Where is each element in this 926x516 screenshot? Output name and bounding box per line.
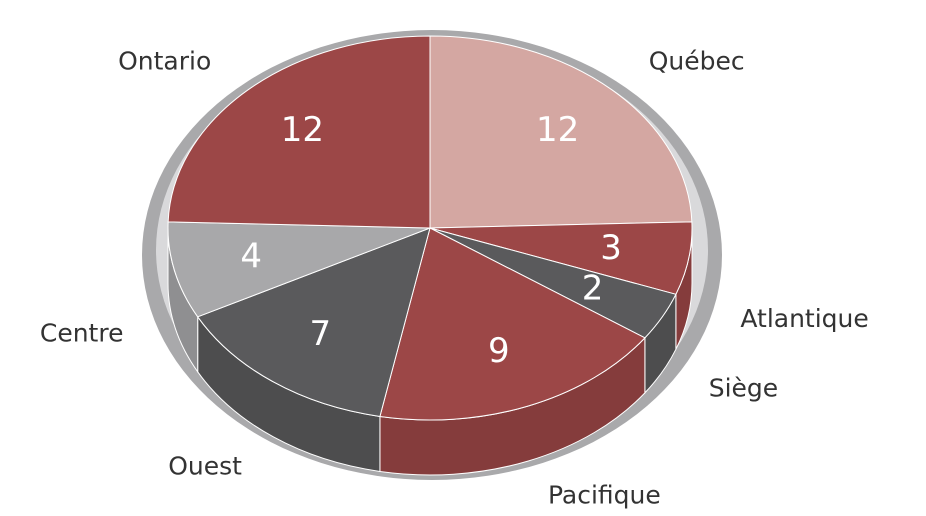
category-label: Ouest bbox=[168, 452, 242, 481]
category-label: Québec bbox=[649, 46, 745, 75]
slice bbox=[196, 227, 431, 418]
value-label: 3 bbox=[600, 228, 622, 268]
value-label: 12 bbox=[536, 110, 579, 150]
category-label: Siège bbox=[709, 374, 778, 403]
slice bbox=[429, 35, 693, 229]
value-label: 7 bbox=[309, 314, 331, 354]
value-label: 12 bbox=[281, 110, 324, 150]
slice bbox=[379, 227, 646, 421]
category-label: Atlantique bbox=[740, 304, 868, 333]
slice bbox=[167, 221, 431, 318]
category-label: Ontario bbox=[118, 46, 211, 75]
category-label: Centre bbox=[40, 318, 124, 347]
value-label: 4 bbox=[240, 236, 262, 276]
value-label: 2 bbox=[582, 269, 604, 309]
slice bbox=[167, 35, 431, 229]
value-label: 9 bbox=[488, 331, 510, 371]
category-label: Pacifique bbox=[548, 481, 661, 510]
